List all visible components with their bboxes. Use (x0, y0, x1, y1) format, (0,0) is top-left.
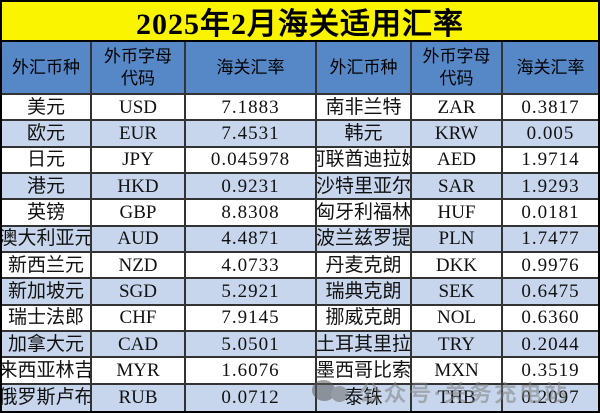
rate-cell: 1.6076 (186, 358, 317, 385)
rate-cell: 7.1883 (186, 95, 317, 122)
header-rate-right: 海关汇率 (503, 42, 598, 95)
currency-name-cell: 瑞典克朗 (317, 279, 412, 306)
currency-code-cell: USD (92, 95, 186, 122)
currency-code-cell: SEK (412, 279, 503, 306)
rate-cell: 1.9293 (503, 174, 598, 201)
rate-cell: 0.6475 (503, 279, 598, 306)
currency-code-cell: ZAR (412, 95, 503, 122)
currency-name-cell: 澳大利亚元 (2, 226, 92, 253)
currency-code-cell: AED (412, 147, 503, 174)
currency-name-cell: 阿联酋迪拉姆 (317, 147, 412, 174)
currency-name-cell: 挪威克朗 (317, 305, 412, 332)
currency-code-cell: THB (412, 384, 503, 411)
rate-cell: 1.7477 (503, 226, 598, 253)
rate-cell: 5.0501 (186, 332, 317, 359)
currency-code-cell: KRW (412, 121, 503, 148)
rate-cell: 0.3519 (503, 358, 598, 385)
currency-code-cell: TRY (412, 332, 503, 359)
currency-name-cell: 波兰兹罗提 (317, 226, 412, 253)
currency-code-cell: NOL (412, 305, 503, 332)
currency-name-cell: 土耳其里拉 (317, 332, 412, 359)
currency-name-cell: 俄罗斯卢布 (2, 384, 92, 411)
currency-code-cell: AUD (92, 226, 186, 253)
currency-name-cell: 美元 (2, 95, 92, 122)
currency-code-cell: HKD (92, 174, 186, 201)
currency-name-cell: 日元 (2, 147, 92, 174)
rate-cell: 4.4871 (186, 226, 317, 253)
currency-code-cell: MXN (412, 358, 503, 385)
currency-name-cell: 匈牙利福林 (317, 200, 412, 227)
currency-code-cell: RUB (92, 384, 186, 411)
rate-cell: 0.9231 (186, 174, 317, 201)
currency-code-cell: MYR (92, 358, 186, 385)
currency-code-cell: JPY (92, 147, 186, 174)
rate-cell: 0.0181 (503, 200, 598, 227)
rate-cell: 7.4531 (186, 121, 317, 148)
currency-code-cell: SAR (412, 174, 503, 201)
currency-name-cell: 瑞士法郎 (2, 305, 92, 332)
header-code-left: 外币字母 代码 (92, 42, 186, 95)
currency-code-cell: NZD (92, 253, 186, 280)
currency-code-cell: SGD (92, 279, 186, 306)
currency-name-cell: 墨西哥比索 (317, 358, 412, 385)
currency-name-cell: 港元 (2, 174, 92, 201)
currency-code-cell: DKK (412, 253, 503, 280)
currency-name-cell: 欧元 (2, 121, 92, 148)
rate-cell: 0.2044 (503, 332, 598, 359)
rate-cell: 7.9145 (186, 305, 317, 332)
currency-name-cell: 新西兰元 (2, 253, 92, 280)
exchange-rate-table: 外汇币种 外币字母 代码 海关汇率 外汇币种 外币字母 代码 海关汇率 美元 U… (2, 42, 598, 411)
page-title: 2025年2月海关适用汇率 (2, 2, 598, 42)
header-currency-left: 外汇币种 (2, 42, 92, 95)
currency-name-cell: 沙特里亚尔 (317, 174, 412, 201)
rate-cell: 0.005 (503, 121, 598, 148)
header-code-right: 外币字母 代码 (412, 42, 503, 95)
currency-code-cell: HUF (412, 200, 503, 227)
currency-name-cell: 泰铢 (317, 384, 412, 411)
currency-code-cell: GBP (92, 200, 186, 227)
currency-name-cell: 丹麦克朗 (317, 253, 412, 280)
header-rate-left: 海关汇率 (186, 42, 317, 95)
currency-code-cell: EUR (92, 121, 186, 148)
rate-cell: 0.9976 (503, 253, 598, 280)
currency-name-cell: 韩元 (317, 121, 412, 148)
currency-name-cell: 加拿大元 (2, 332, 92, 359)
currency-name-cell: 马来西亚林吉特 (2, 358, 92, 385)
rate-cell: 0.6360 (503, 305, 598, 332)
currency-code-cell: CAD (92, 332, 186, 359)
currency-code-cell: CHF (92, 305, 186, 332)
rate-cell: 0.0712 (186, 384, 317, 411)
currency-name-cell: 新加坡元 (2, 279, 92, 306)
rate-cell: 0.3817 (503, 95, 598, 122)
currency-name-cell: 英镑 (2, 200, 92, 227)
currency-name-cell: 南非兰特 (317, 95, 412, 122)
header-currency-right: 外汇币种 (317, 42, 412, 95)
rate-cell: 0.045978 (186, 147, 317, 174)
rate-cell: 0.2097 (503, 384, 598, 411)
rate-cell: 1.9714 (503, 147, 598, 174)
rate-cell: 5.2921 (186, 279, 317, 306)
rate-cell: 8.8308 (186, 200, 317, 227)
rate-cell: 4.0733 (186, 253, 317, 280)
currency-code-cell: PLN (412, 226, 503, 253)
